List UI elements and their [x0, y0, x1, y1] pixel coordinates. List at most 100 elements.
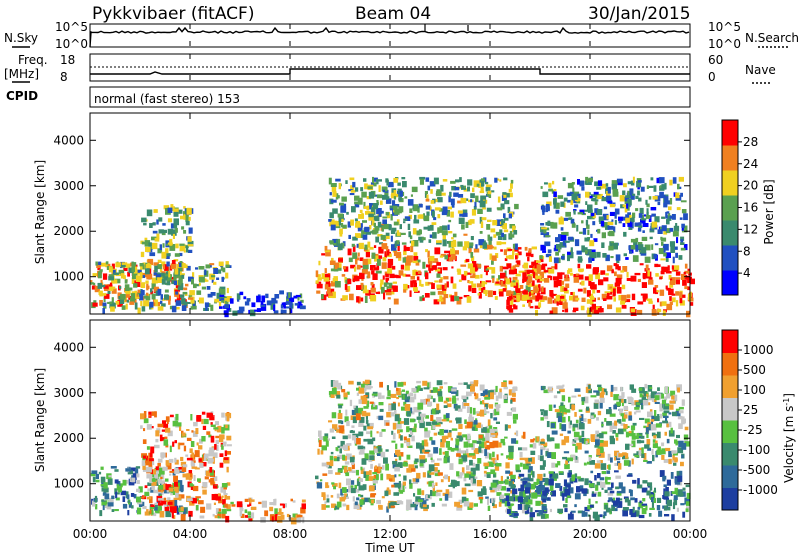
heatmap-cell: [622, 507, 629, 511]
colorbar-swatch: [722, 442, 738, 466]
heatmap-cell: [114, 279, 118, 284]
heatmap-cell: [466, 406, 470, 413]
heatmap-cell: [444, 250, 450, 254]
heatmap-cell: [462, 212, 468, 217]
heatmap-cell: [412, 478, 416, 482]
heatmap-cell: [618, 216, 623, 221]
heatmap-cell: [379, 283, 383, 290]
heatmap-cell: [478, 294, 482, 299]
heatmap-cell: [158, 272, 165, 277]
heatmap-cell: [599, 217, 603, 224]
heatmap-cell: [347, 434, 352, 439]
heatmap-cell: [258, 501, 262, 505]
heatmap-cell: [588, 274, 593, 281]
heatmap-cell: [613, 500, 619, 506]
heatmap-cell: [563, 479, 567, 487]
heatmap-cell: [341, 222, 344, 228]
heatmap-cell: [394, 414, 400, 422]
heatmap-cell: [522, 278, 527, 282]
heatmap-cell: [560, 234, 567, 241]
heatmap-cell: [107, 502, 114, 507]
heatmap-cell: [330, 288, 335, 294]
heatmap-cell: [626, 474, 633, 477]
y-tick-label: 2000: [53, 431, 84, 445]
heatmap-cell: [248, 512, 255, 519]
heatmap-cell: [177, 295, 180, 299]
heatmap-cell: [565, 498, 568, 503]
heatmap-cell: [680, 192, 683, 197]
heatmap-cell: [284, 306, 290, 309]
heatmap-cell: [336, 493, 340, 499]
heatmap-cell: [616, 401, 621, 406]
heatmap-cell: [560, 285, 565, 292]
heatmap-cell: [140, 275, 146, 278]
heatmap-cell: [451, 388, 457, 392]
heatmap-cell: [439, 295, 443, 300]
heatmap-cell: [154, 265, 158, 273]
heatmap-cell: [166, 243, 169, 246]
heatmap-cell: [485, 271, 488, 276]
heatmap-cell: [365, 251, 370, 258]
heatmap-cell: [282, 504, 285, 509]
heatmap-cell: [172, 515, 176, 519]
heatmap-cell: [669, 179, 673, 186]
heatmap-cell: [616, 178, 623, 183]
heatmap-cell: [611, 180, 618, 185]
heatmap-cell: [99, 284, 106, 288]
heatmap-cell: [508, 296, 512, 301]
heatmap-cell: [581, 245, 585, 253]
heatmap-cell: [588, 483, 594, 488]
heatmap-cell: [366, 258, 372, 265]
heatmap-cell: [220, 295, 226, 300]
heatmap-cell: [541, 485, 545, 491]
heatmap-cell: [503, 217, 509, 221]
heatmap-cell: [162, 466, 168, 471]
heatmap-cell: [126, 263, 131, 269]
heatmap-cell: [588, 177, 593, 183]
heatmap-cell: [339, 446, 346, 449]
heatmap-cell: [649, 236, 653, 240]
heatmap-cell: [604, 291, 611, 294]
heatmap-cell: [595, 439, 600, 446]
heatmap-cell: [92, 273, 98, 277]
heatmap-cell: [260, 303, 267, 311]
heatmap-cell: [444, 283, 447, 289]
heatmap-cell: [514, 243, 518, 250]
heatmap-cell: [147, 263, 150, 268]
colorbar-swatch: [722, 120, 738, 146]
heatmap-cell: [346, 391, 350, 395]
heatmap-cell: [485, 496, 489, 499]
heatmap-cell: [352, 416, 357, 424]
heatmap-cell: [105, 261, 109, 265]
colorbar-swatch: [722, 420, 738, 443]
heatmap-cell: [358, 494, 361, 497]
heatmap-cell: [237, 299, 240, 302]
heatmap-cell: [386, 198, 392, 204]
heatmap-cell: [665, 416, 668, 422]
heatmap-cell: [549, 310, 554, 314]
heatmap-cell: [398, 474, 401, 477]
heatmap-cell: [260, 301, 264, 305]
heatmap-cell: [161, 303, 166, 307]
heatmap-cell: [299, 293, 303, 299]
heatmap-cell: [610, 241, 615, 249]
heatmap-cell: [434, 268, 441, 272]
heatmap-cell: [645, 427, 649, 434]
heatmap-cell: [346, 421, 350, 427]
heatmap-cell: [148, 242, 152, 247]
heatmap-cell: [634, 498, 638, 503]
heatmap-cell: [423, 215, 430, 222]
time-axis: 00:00 04:00 08:00 12:00 16:00 20:00 00:00: [73, 24, 707, 541]
heatmap-cell: [205, 306, 208, 311]
heatmap-cell: [280, 309, 283, 314]
heatmap-cell: [424, 442, 429, 447]
heatmap-cell: [638, 222, 642, 229]
heatmap-cell: [172, 469, 176, 476]
heatmap-cell: [353, 275, 360, 282]
heatmap-cell: [177, 268, 183, 272]
heatmap-cell: [598, 451, 605, 458]
heatmap-cell: [567, 472, 572, 478]
heatmap-cell: [578, 435, 582, 441]
heatmap-cell: [573, 307, 579, 311]
heatmap-cell: [401, 177, 406, 180]
